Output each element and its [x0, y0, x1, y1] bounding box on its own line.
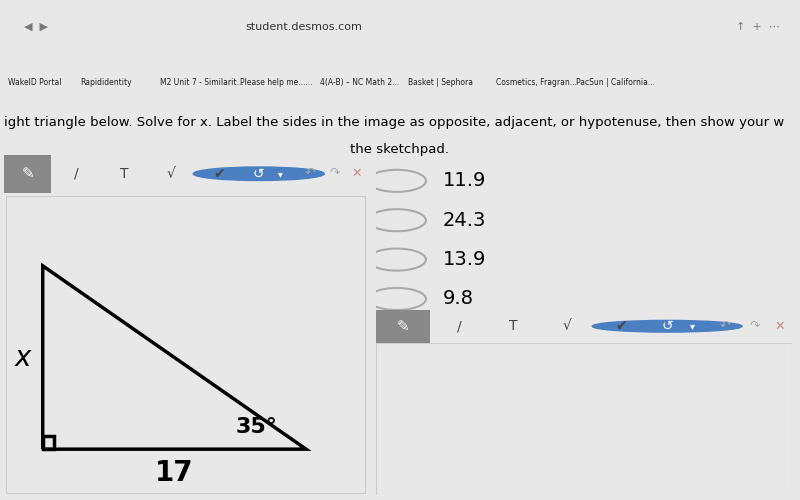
Circle shape: [194, 167, 324, 180]
Text: 35°: 35°: [235, 417, 278, 437]
Circle shape: [592, 320, 742, 332]
Text: /: /: [74, 167, 79, 180]
Text: PacSun | California...: PacSun | California...: [576, 78, 655, 87]
Text: Basket | Sephora: Basket | Sephora: [408, 78, 473, 87]
Text: ↺: ↺: [253, 167, 265, 180]
Bar: [4, 155, 51, 192]
Text: √: √: [563, 320, 572, 333]
Text: the sketchpad.: the sketchpad.: [350, 142, 450, 156]
Text: student.desmos.com: student.desmos.com: [246, 22, 362, 32]
Text: ✔: ✔: [616, 320, 627, 333]
Text: Please help me......: Please help me......: [240, 78, 313, 87]
Bar: [42, 436, 54, 449]
Text: 4(A-B) – NC Math 2...: 4(A-B) – NC Math 2...: [320, 78, 399, 87]
Text: ✔: ✔: [213, 167, 225, 180]
Text: ↷: ↷: [750, 320, 760, 333]
Text: ◀  ▶: ◀ ▶: [24, 22, 48, 32]
Text: ight triangle below. Solve for x. Label the sides in the image as opposite, adja: ight triangle below. Solve for x. Label …: [4, 116, 784, 129]
Text: ↑  +  ⋯: ↑ + ⋯: [736, 22, 780, 32]
Text: 9.8: 9.8: [442, 290, 474, 308]
Text: ▾: ▾: [690, 322, 694, 331]
Bar: [376, 310, 430, 342]
Text: ↷: ↷: [330, 167, 341, 180]
Text: ↶: ↶: [720, 320, 730, 333]
Text: ✎: ✎: [22, 166, 34, 181]
Text: ✎: ✎: [397, 319, 410, 334]
Text: ↺: ↺: [662, 320, 673, 333]
Text: 11.9: 11.9: [442, 172, 486, 190]
Text: T: T: [509, 320, 518, 333]
Text: WakeID Portal: WakeID Portal: [8, 78, 62, 87]
Text: ▾: ▾: [278, 169, 283, 179]
Text: M2 Unit 7 - Similarit...: M2 Unit 7 - Similarit...: [160, 78, 244, 87]
Text: 17: 17: [155, 459, 194, 487]
Text: Cosmetics, Fragran...: Cosmetics, Fragran...: [496, 78, 577, 87]
Text: 24.3: 24.3: [442, 210, 486, 230]
Text: Rapididentity: Rapididentity: [80, 78, 132, 87]
Text: /: /: [457, 320, 462, 333]
Text: √: √: [167, 167, 176, 180]
Text: 13.9: 13.9: [442, 250, 486, 269]
Text: x: x: [14, 344, 30, 371]
Text: ✕: ✕: [774, 320, 785, 333]
Text: T: T: [120, 167, 128, 180]
Text: ↶: ↶: [305, 167, 315, 180]
Text: ✕: ✕: [352, 167, 362, 180]
